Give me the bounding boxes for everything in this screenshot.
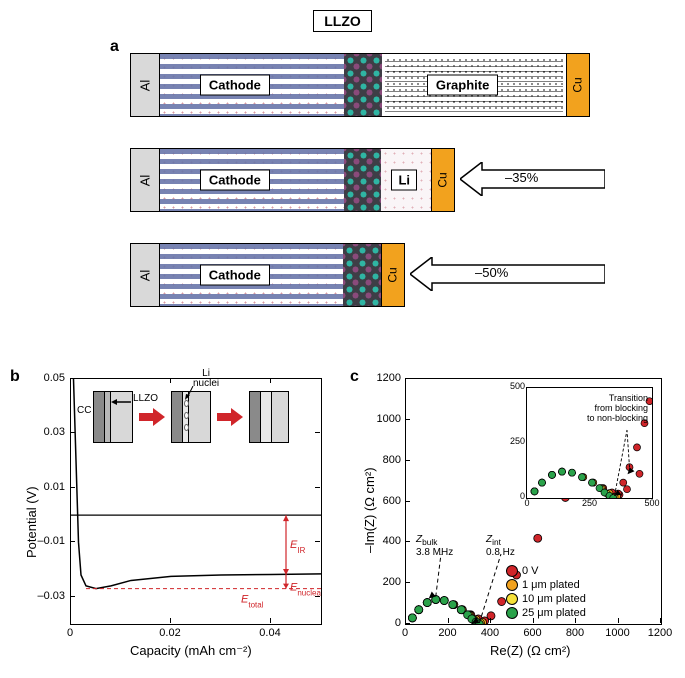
llzo-separator [344,149,382,211]
legend-marker [506,579,518,591]
llzo-inset-label: LLZO [133,393,158,404]
al-collector: Al [131,149,160,211]
panel-a: a Al Cathode Graphite Cu Al Cathode [10,38,675,338]
cell-row-li: Al Cathode Li Cu [130,148,455,212]
chart-c-xlabel: Re(Z) (Ω cm²) [490,643,570,658]
cathode-label: Cathode [200,75,270,96]
panel-b: b EIREnucleationEtotal CC LLZO [10,368,330,668]
figure-title: LLZO [313,10,372,32]
chart-c-inset: Transitionfrom blockingto non-blocking [526,387,653,499]
zbulk-label: Zbulk3.8 MHz [416,534,453,558]
cathode-region: Cathode [160,244,344,306]
svg-text:Etotal: Etotal [241,594,264,610]
panel-c-label: c [350,368,359,386]
cu-collector: Cu [431,149,454,211]
graphite-region: Graphite [382,54,566,116]
li-nuclei-label: Linuclei [193,369,219,389]
llzo-separator [343,244,381,306]
cu-collector: Cu [566,54,589,116]
chart-b-axes: EIREnucleationEtotal CC LLZO [70,378,322,625]
reduction-arrow-50: –50% [410,257,605,291]
legend-marker [506,565,518,577]
legend-marker [506,593,518,605]
cathode-region: Cathode [160,54,344,116]
reduction-text-35: –35% [505,170,538,185]
reduction-arrow-35: –35% [460,162,605,196]
cell-row-anodeless: Al Cathode Cu [130,243,405,307]
li-region: Li [381,149,431,211]
inset-schematic: CC LLZO [93,391,289,443]
red-arrow-icon [217,408,243,426]
red-arrow-icon [139,408,165,426]
chart-b-xlabel: Capacity (mAh cm⁻²) [130,643,252,659]
panel-a-label: a [110,38,119,56]
zint-label: Zint0.8 Hz [486,534,515,558]
panel-b-label: b [10,368,20,386]
al-collector: Al [131,54,160,116]
graphite-label: Graphite [427,75,498,96]
li-label: Li [391,170,417,191]
cc-label: CC [77,405,91,416]
cu-collector: Cu [381,244,404,306]
inset-transition-label: Transitionfrom blockingto non-blocking [587,394,648,424]
al-collector: Al [131,244,160,306]
cell-row-graphite: Al Cathode Graphite Cu [130,53,590,117]
llzo-separator [344,54,382,116]
cathode-label: Cathode [200,170,270,191]
panel-c: c Transitionfrom blockingto non-blocking… [350,368,670,668]
chart-c-legend: 0 V 1 μm plated 10 μm plated 25 μm plate… [506,565,586,621]
legend-label: 10 μm plated [522,593,586,605]
legend-marker [506,607,518,619]
cathode-label: Cathode [200,265,270,286]
svg-text:EIR: EIR [290,539,306,555]
legend-label: 0 V [522,565,539,577]
reduction-text-50: –50% [475,265,508,280]
cathode-region: Cathode [160,149,344,211]
legend-label: 1 μm plated [522,579,580,591]
